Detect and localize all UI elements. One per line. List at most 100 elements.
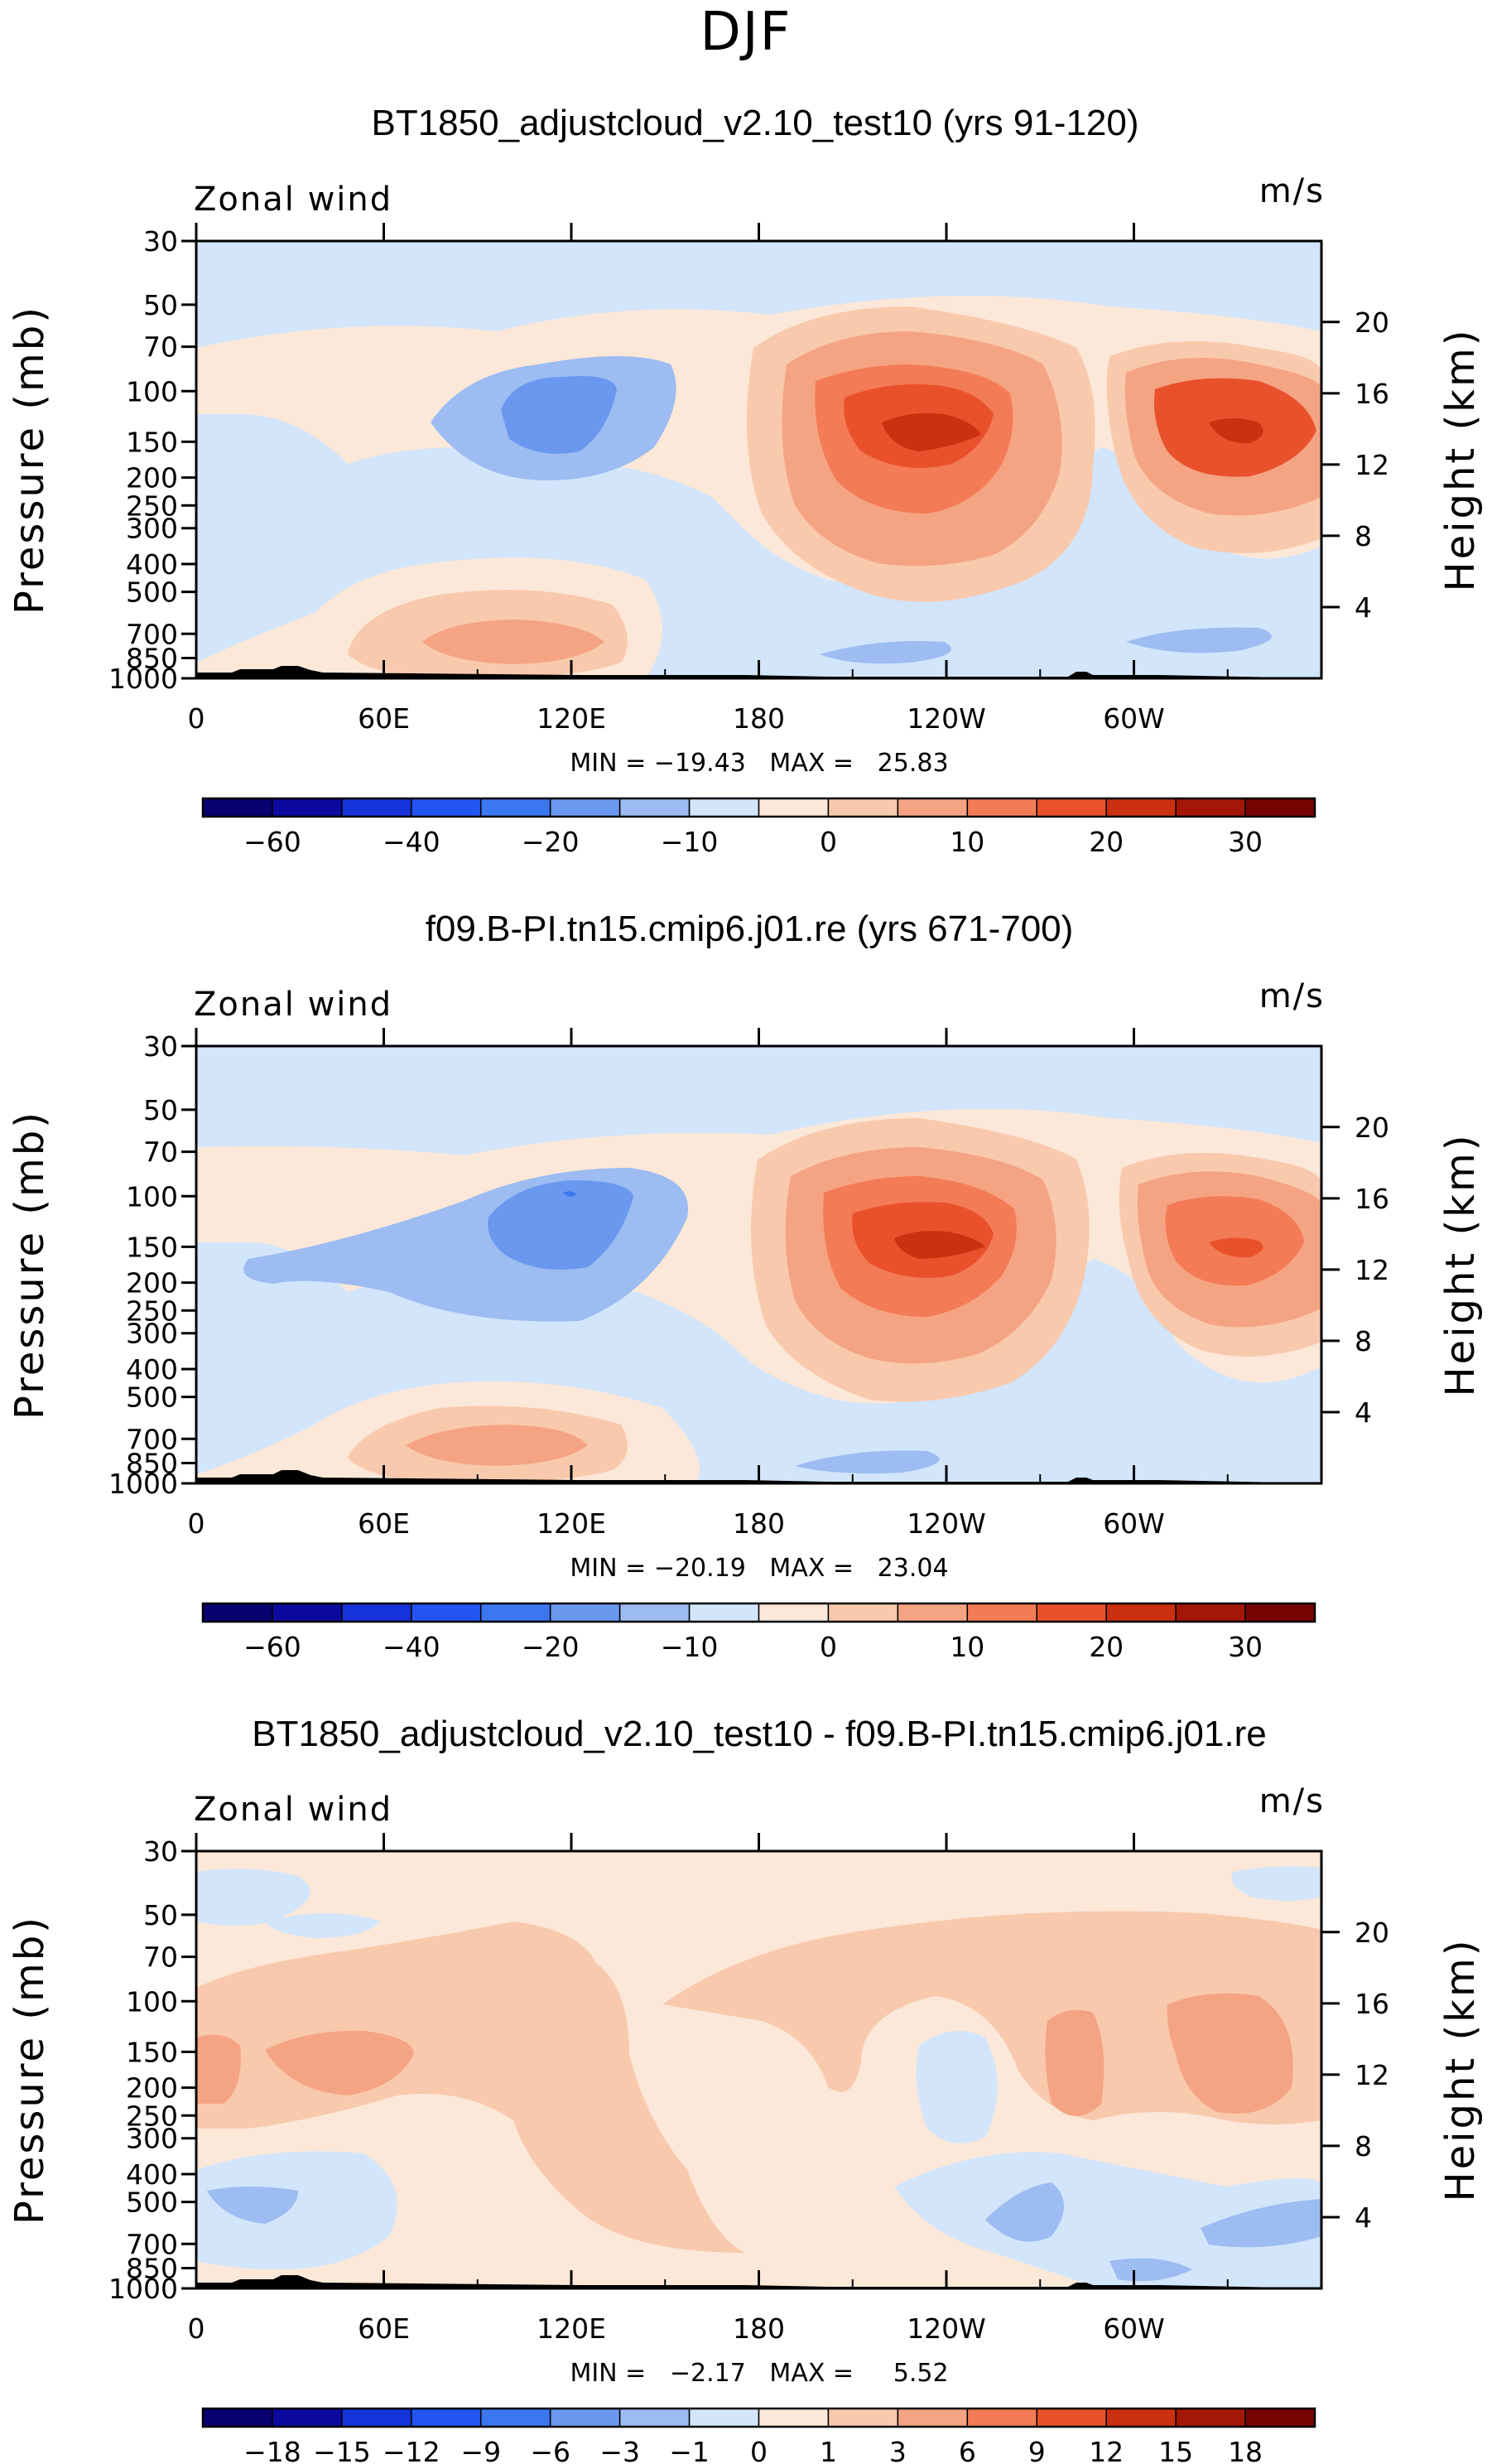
x-tick-label: 120W <box>907 702 986 735</box>
colorbar-label: −60 <box>243 826 301 858</box>
colorbar-swatch <box>1244 2408 1316 2428</box>
colorbar-label: 3 <box>889 2436 907 2464</box>
panel-2-easterly-core <box>563 1191 576 1197</box>
y-tick-label: 300 <box>126 2123 178 2155</box>
colorbar-label: −18 <box>243 2436 301 2464</box>
panel-3-y2label: Height (km) <box>1437 1938 1484 2202</box>
colorbar-label: 0 <box>820 826 837 858</box>
colorbar-label: −6 <box>530 2436 570 2464</box>
colorbar-swatch <box>897 1603 969 1623</box>
y-tick-label: 100 <box>126 1180 178 1213</box>
panel-3-neg-lower-east-core-a <box>985 2182 1064 2242</box>
panel-1-left-label: Zonal wind <box>194 181 392 219</box>
colorbar-label: −60 <box>243 1631 301 1663</box>
colorbar-swatch <box>618 2408 691 2428</box>
x-tick-label: 180 <box>733 1507 785 1540</box>
y-tick-label: 500 <box>126 1381 178 1414</box>
y-tick-label: 300 <box>126 513 178 545</box>
panel-1: BT1850_adjustcloud_v2.10_test10 (yrs 91-… <box>7 103 1484 858</box>
colorbar-label: 1 <box>820 2436 837 2464</box>
colorbar-label: −20 <box>522 826 580 858</box>
y-tick-label: 300 <box>126 1318 178 1350</box>
panel-3-patch-40W <box>1167 1993 1293 2114</box>
y-tick-label: 70 <box>143 1136 178 1169</box>
colorbar-swatch <box>827 798 899 817</box>
y-tick-label: 250 <box>126 489 178 522</box>
panel-2: f09.B-PI.tn15.cmip6.j01.re (yrs 671-700)… <box>7 909 1484 1663</box>
y-tick-label: 100 <box>126 1985 178 2018</box>
colorbar-frame <box>201 1602 1316 1623</box>
y-tick-label: 850 <box>126 2253 178 2285</box>
panel-3-neg-upper-east <box>1231 1866 1321 1901</box>
y-tick-label: 1000 <box>108 1468 178 1500</box>
panel-1-jet-core <box>882 412 981 451</box>
colorbar-swatch <box>341 1603 412 1623</box>
panel-2-lowlevel-easterly-a <box>795 1450 940 1473</box>
panel-2-lowlevel-core <box>406 1425 588 1466</box>
y-tick-label: 70 <box>143 1941 178 1974</box>
colorbar-swatch <box>549 1603 621 1623</box>
y-tick-label: 150 <box>126 426 178 458</box>
colorbar-label: −40 <box>383 1631 440 1663</box>
panel-2-axes: 0 60E 120E 180 120W 60W3050701001502002503004… <box>108 1028 1389 1540</box>
panel-3-neg-upper-west <box>196 1868 310 1926</box>
colorbar-swatch <box>966 798 1037 817</box>
panel-2-easterly-inner <box>488 1180 633 1270</box>
x-tick-label: 60E <box>358 2312 410 2345</box>
colorbar-label: 0 <box>750 2436 768 2464</box>
x-tick-label: 120E <box>537 1507 606 1540</box>
colorbar-label: 10 <box>950 1631 984 1663</box>
colorbar-swatch <box>827 1603 899 1623</box>
y-tick-label: 150 <box>126 2036 178 2068</box>
x-tick-label: 120W <box>907 2312 986 2345</box>
y-tick-label: 200 <box>126 1267 178 1300</box>
colorbar-swatch <box>827 2408 899 2428</box>
colorbar-swatch <box>688 2408 760 2428</box>
colorbar-swatch <box>688 1603 760 1623</box>
y2-tick-label: 8 <box>1355 2130 1372 2163</box>
colorbar-label: −12 <box>383 2436 440 2464</box>
y-tick-label: 30 <box>143 1030 178 1063</box>
colorbar-swatch <box>1036 1603 1107 1623</box>
panel-1-y2label: Height (km) <box>1437 328 1484 592</box>
colorbar-swatch <box>758 1603 830 1623</box>
colorbar-swatch <box>897 798 969 817</box>
colorbar-label: −20 <box>522 1631 580 1663</box>
colorbar-label: 0 <box>820 1631 837 1663</box>
panel-3-neg-lower-east <box>894 2152 1321 2288</box>
panel-3-positive-1-3 <box>196 1922 745 2253</box>
y-tick-label: 50 <box>143 289 178 321</box>
colorbar-label: 12 <box>1089 2436 1124 2464</box>
colorbar-swatch <box>1175 798 1246 817</box>
colorbar-label: 9 <box>1028 2436 1046 2464</box>
y2-tick-label: 12 <box>1355 2059 1389 2091</box>
y-tick-label: 200 <box>126 2072 178 2105</box>
x-tick-label: 0 <box>188 2312 205 2345</box>
y-tick-label: 200 <box>126 462 178 494</box>
panel-2-jet2-core <box>1209 1237 1263 1258</box>
panel-1-tropical-easterly <box>196 456 374 580</box>
colorbar-swatch <box>1105 798 1177 817</box>
panel-1-colorbar: −60 −40 −20 −10 0 10 20 30 <box>201 797 1316 858</box>
y-tick-label: 850 <box>126 643 178 675</box>
panel-2-jet-core <box>894 1231 985 1259</box>
y2-tick-label: 8 <box>1355 1325 1372 1357</box>
colorbar-swatch <box>1105 1603 1177 1623</box>
colorbar-swatch <box>1036 2408 1107 2428</box>
panel-1-axes: 0 60E 120E 180 120W 60W3050701001502002503004… <box>108 223 1389 735</box>
colorbar-swatch <box>202 2408 273 2428</box>
panel-1-lowlevel-easterly-a <box>820 641 951 664</box>
y2-tick-label: 16 <box>1355 1988 1389 2020</box>
y-tick-label: 50 <box>143 1094 178 1126</box>
y2-tick-label: 20 <box>1355 306 1389 339</box>
x-tick-label: 180 <box>733 702 785 735</box>
panel-3-axes: 0 60E 120E 180 120W 60W3050701001502002503004… <box>108 1833 1389 2345</box>
colorbar-swatch <box>688 798 760 817</box>
y2-tick-label: 4 <box>1355 1396 1372 1429</box>
colorbar-swatch <box>966 1603 1037 1623</box>
y2-tick-label: 8 <box>1355 520 1372 552</box>
colorbar-swatch <box>549 798 621 817</box>
colorbar-label: 20 <box>1089 826 1124 858</box>
panel-2-contour-field <box>196 1046 1321 1483</box>
